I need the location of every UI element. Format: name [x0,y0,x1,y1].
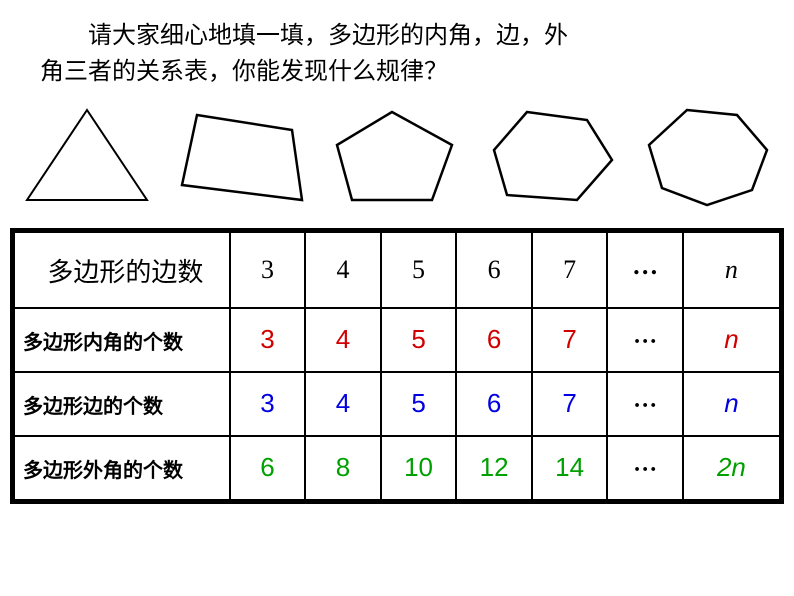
prompt-line-1: 请大家细心地填一填，多边形的内角，边，外 [40,18,754,54]
pentagon-shape [327,100,467,210]
cell-value: 8 [336,452,350,482]
row-label: 多边形内角的个数 [14,308,230,372]
header-col-3: 3 [230,232,306,308]
triangle-shape [17,100,157,210]
header-col-7: 7 [532,232,608,308]
table-header-row: 多边形的边数 3 4 5 6 7 … n [14,232,780,308]
cell-value: 6 [487,388,501,418]
heptagon-shape [637,100,777,210]
cell-value: 10 [404,452,433,482]
cell-value: 5 [411,388,425,418]
header-col-6: 6 [456,232,532,308]
cell-value: 14 [555,452,584,482]
polygon-table: 多边形的边数 3 4 5 6 7 … n 多边形内角的个数 3 4 5 6 7 … [10,228,784,504]
cell-n: 2n [717,452,746,482]
cell-value: 3 [260,388,274,418]
cell-dots: … [633,323,657,349]
row-exterior-angles: 多边形外角的个数 6 8 10 12 14 … 2n [14,436,780,500]
row-interior-angles: 多边形内角的个数 3 4 5 6 7 … n [14,308,780,372]
cell-dots: … [633,387,657,413]
cell-value: 4 [336,324,350,354]
cell-value: 7 [562,388,576,418]
cell-n: n [724,388,738,418]
header-col-dots: … [607,232,683,308]
cell-n: n [724,324,738,354]
quadrilateral-shape [172,100,312,210]
row-label: 多边形边的个数 [14,372,230,436]
cell-value: 12 [480,452,509,482]
header-label: 多边形的边数 [14,232,230,308]
prompt-line-2: 角三者的关系表，你能发现什么规律？ [40,54,754,90]
row-label: 多边形外角的个数 [14,436,230,500]
header-col-5: 5 [381,232,457,308]
cell-dots: … [633,451,657,477]
question-prompt: 请大家细心地填一填，多边形的内角，边，外 角三者的关系表，你能发现什么规律？ [0,0,794,100]
cell-value: 4 [336,388,350,418]
polygon-shapes-row [0,100,794,220]
cell-value: 7 [562,324,576,354]
cell-value: 3 [260,324,274,354]
header-col-n: n [683,232,780,308]
cell-value: 6 [260,452,274,482]
header-col-4: 4 [305,232,381,308]
cell-value: 6 [487,324,501,354]
row-sides: 多边形边的个数 3 4 5 6 7 … n [14,372,780,436]
cell-value: 5 [411,324,425,354]
hexagon-shape [482,100,622,210]
